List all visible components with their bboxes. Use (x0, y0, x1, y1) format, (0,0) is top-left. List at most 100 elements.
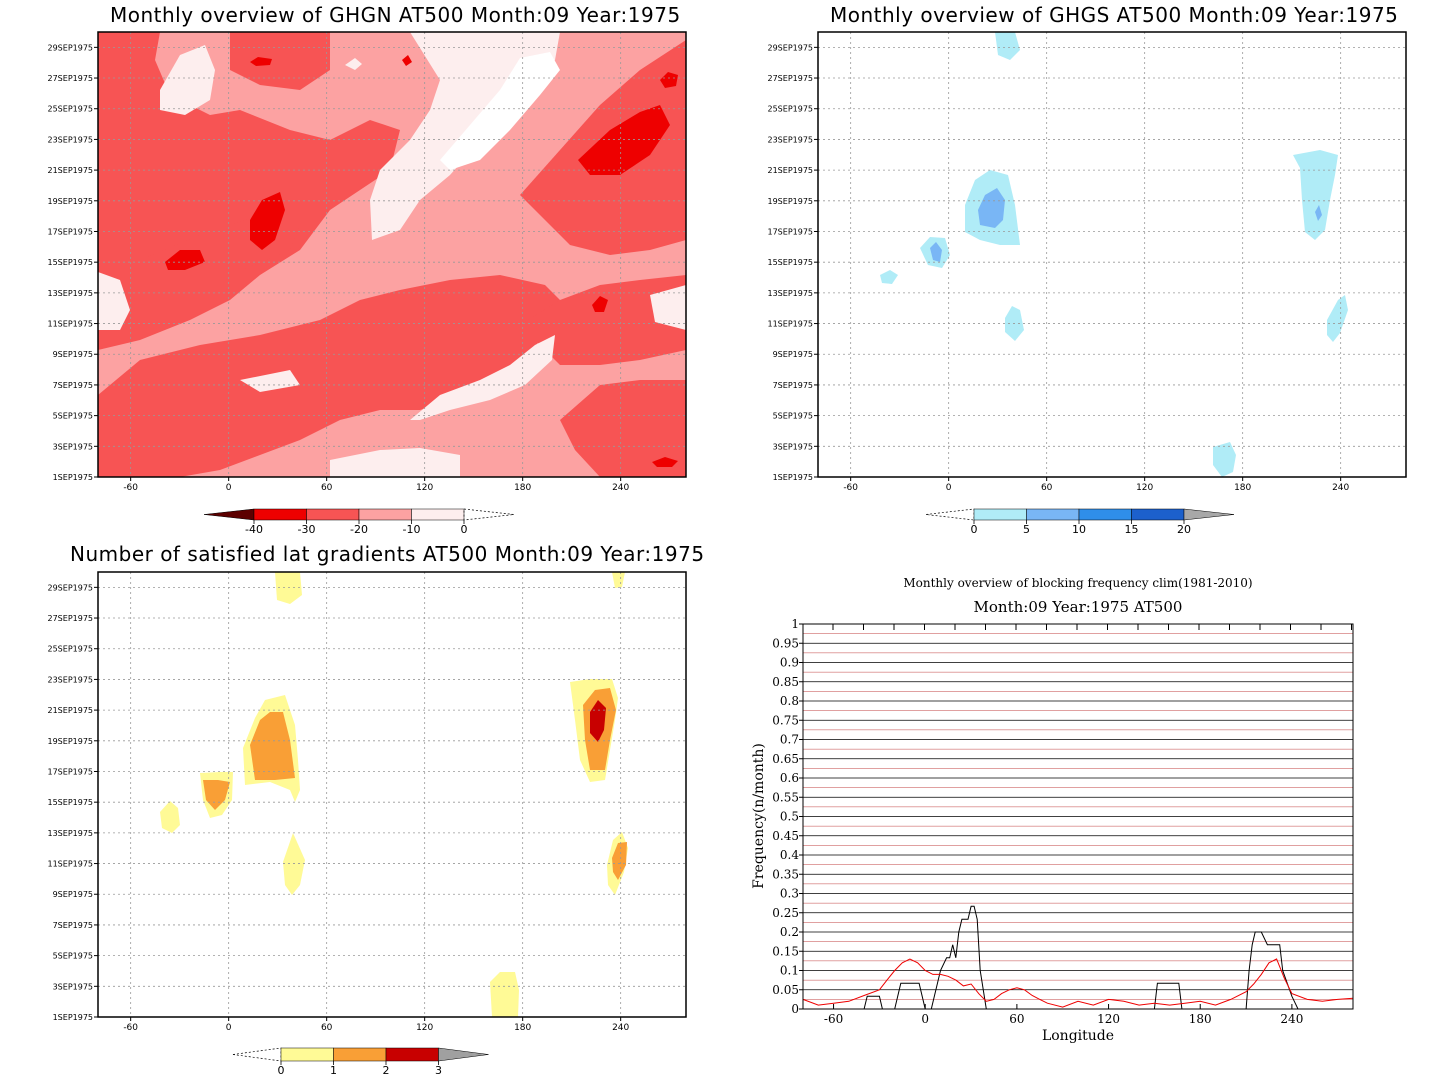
freq-ytick-label: 0.3 (780, 887, 799, 901)
ghgn-ytick-label: 7SEP1975 (53, 381, 93, 390)
ghgn-xtick-label: 180 (514, 483, 531, 493)
ghgs-ytick-label: 11SEP1975 (768, 320, 814, 329)
freq-xtick-label: -60 (824, 1012, 843, 1026)
ghgs-ytick-label: 17SEP1975 (768, 227, 814, 236)
grad-ytick-label: 23SEP1975 (48, 675, 94, 684)
ghgs-xtick-label: -60 (843, 483, 858, 493)
ghgs-colorbar-label: 15 (1125, 523, 1139, 536)
ghgn-ytick-label: 21SEP1975 (48, 166, 94, 175)
ghgs-colorbar-label: 20 (1177, 523, 1191, 536)
ghgn-ytick-label: 27SEP1975 (48, 74, 94, 83)
ghgn-colorbar-cap (463, 508, 515, 521)
ghgn-pale-area (650, 285, 686, 330)
ghgn-ytick-label: 11SEP1975 (48, 320, 94, 329)
ghgn-frame (97, 31, 687, 478)
ghgn-colorbar-label: -20 (350, 523, 368, 536)
grad-blob-yellow (612, 572, 625, 588)
ghgs-ytick-label: 13SEP1975 (768, 289, 814, 298)
colorbars: -40 -30 -20 -10 0 0 5 10 15 200 1 2 3 (203, 508, 1235, 1077)
grad-ytick-label: 9SEP1975 (53, 890, 93, 899)
grad-xtick-label: 120 (416, 1023, 433, 1033)
ghgs-ytick-label: 19SEP1975 (768, 197, 814, 206)
freq-ytick-label: 0.45 (772, 829, 799, 843)
ghgn-ytick-label: 13SEP1975 (48, 289, 94, 298)
grad-ytick-label: 1SEP1975 (53, 1013, 93, 1022)
ghgs-colorbar-segment (1131, 508, 1185, 521)
ghgn-ytick-label: 25SEP1975 (48, 105, 94, 114)
freq-ytick-label: 0.05 (772, 983, 799, 997)
grad-ytick-label: 15SEP1975 (48, 798, 94, 807)
grad-ytick-label: 19SEP1975 (48, 737, 94, 746)
freq-ytick-label: 0.15 (772, 944, 799, 958)
ghgn-blob-dark (592, 296, 608, 312)
ghgs-ytick-label: 1SEP1975 (773, 473, 813, 482)
ghgn-xtick-label: 240 (612, 483, 629, 493)
grad-blob-yellow (160, 801, 180, 833)
freq-ytick-label: 0.65 (772, 752, 799, 766)
freq-panel: 0 0.05 0.1 0.15 0.2 0.25 0.3 0.35 0.4 0.45 0.5 0.55… (751, 617, 1354, 1044)
ghgn-blob-dark (250, 192, 285, 250)
grad-blob-yellow (275, 572, 302, 604)
grad-frame (97, 571, 687, 1018)
freq-xtick-label: 240 (1280, 1012, 1303, 1026)
ghgs-blob-light (995, 32, 1020, 60)
ghgn-xtick-label: 60 (321, 483, 333, 493)
ghgn-ytick-label: 9SEP1975 (53, 350, 93, 359)
ghgs-colorbar-segment (1026, 508, 1080, 521)
ghgn-colorbar-label: -40 (245, 523, 263, 536)
ghgn-colorbar-label: 0 (461, 523, 468, 536)
grad-colorbar-cap (232, 1047, 282, 1062)
grad-ytick-label: 27SEP1975 (48, 614, 94, 623)
freq-ytick-label: 1 (791, 617, 799, 631)
ghgs-title: Monthly overview of GHGS AT500 Month:09 … (830, 3, 1399, 27)
ghgs-ytick-label: 15SEP1975 (768, 258, 814, 267)
grad-colorbar-label: 0 (278, 1064, 285, 1077)
grad-blob-yellow (283, 833, 305, 895)
grad-colorbar-segment (333, 1047, 387, 1062)
freq-ytick-label: 0.85 (772, 675, 799, 689)
grad-xtick-label: 240 (612, 1023, 629, 1033)
grad-ytick-label: 29SEP1975 (48, 583, 94, 592)
ghgs-frame (817, 31, 1407, 478)
ghgn-ytick-label: 1SEP1975 (53, 473, 93, 482)
ghgs-blob-light (1213, 442, 1236, 477)
ghgs-axes: -60 0 60 120 180 240 1SEP1975 3SEP1975 5SEP1975 7… (768, 31, 1407, 493)
freq-ytick-label: 0.8 (780, 694, 799, 708)
freq-subtitle: Month:09 Year:1975 AT500 (973, 598, 1183, 616)
ghgs-field (880, 32, 1348, 477)
ghgs-xtick-label: 180 (1234, 483, 1251, 493)
ghgs-xtick-label: 120 (1136, 483, 1153, 493)
ghgs-colorbar-label: 0 (971, 523, 978, 536)
ghgs-blob-light (1293, 150, 1338, 240)
grad-xtick-label: 180 (514, 1023, 531, 1033)
ghgn-colorbar-segment (358, 508, 412, 521)
freq-ytick-label: 0.55 (772, 790, 799, 804)
ghgn-blob-dark (402, 55, 412, 66)
freq-ytick-label: 0.9 (780, 656, 799, 670)
freq-ytick-label: 0.2 (780, 925, 799, 939)
ghgs-xtick-label: 0 (946, 483, 952, 493)
ghgn-colorbar-label: -10 (403, 523, 421, 536)
ghgs-colorbar-label: 10 (1072, 523, 1086, 536)
ghgs-blob-mid (978, 188, 1005, 228)
ghgs-ytick-label: 27SEP1975 (768, 74, 814, 83)
freq-ytick-label: 0.35 (772, 867, 799, 881)
freq-ytick-label: 0.6 (780, 771, 799, 785)
grad-ytick-label: 7SEP1975 (53, 921, 93, 930)
ghgs-blob-light (880, 270, 898, 284)
freq-ytick-label: 0.75 (772, 713, 799, 727)
grad-colorbar-label: 1 (330, 1064, 337, 1077)
freq-ytick-label: 0.95 (772, 636, 799, 650)
grad-blob-orange (612, 842, 627, 880)
ghgn-band-medium (98, 275, 560, 477)
grad-colorbar-cap (438, 1047, 489, 1062)
grad-ytick-label: 13SEP1975 (48, 829, 94, 838)
freq-xtick-label: 120 (1097, 1012, 1120, 1026)
freq-ytick-label: 0.7 (780, 733, 799, 747)
grad-ytick-label: 11SEP1975 (48, 860, 94, 869)
ghgs-panel (880, 32, 1348, 477)
ghgs-ytick-label: 25SEP1975 (768, 105, 814, 114)
ghgn-ytick-label: 15SEP1975 (48, 258, 94, 267)
ghgn-blob-dark (250, 57, 272, 66)
